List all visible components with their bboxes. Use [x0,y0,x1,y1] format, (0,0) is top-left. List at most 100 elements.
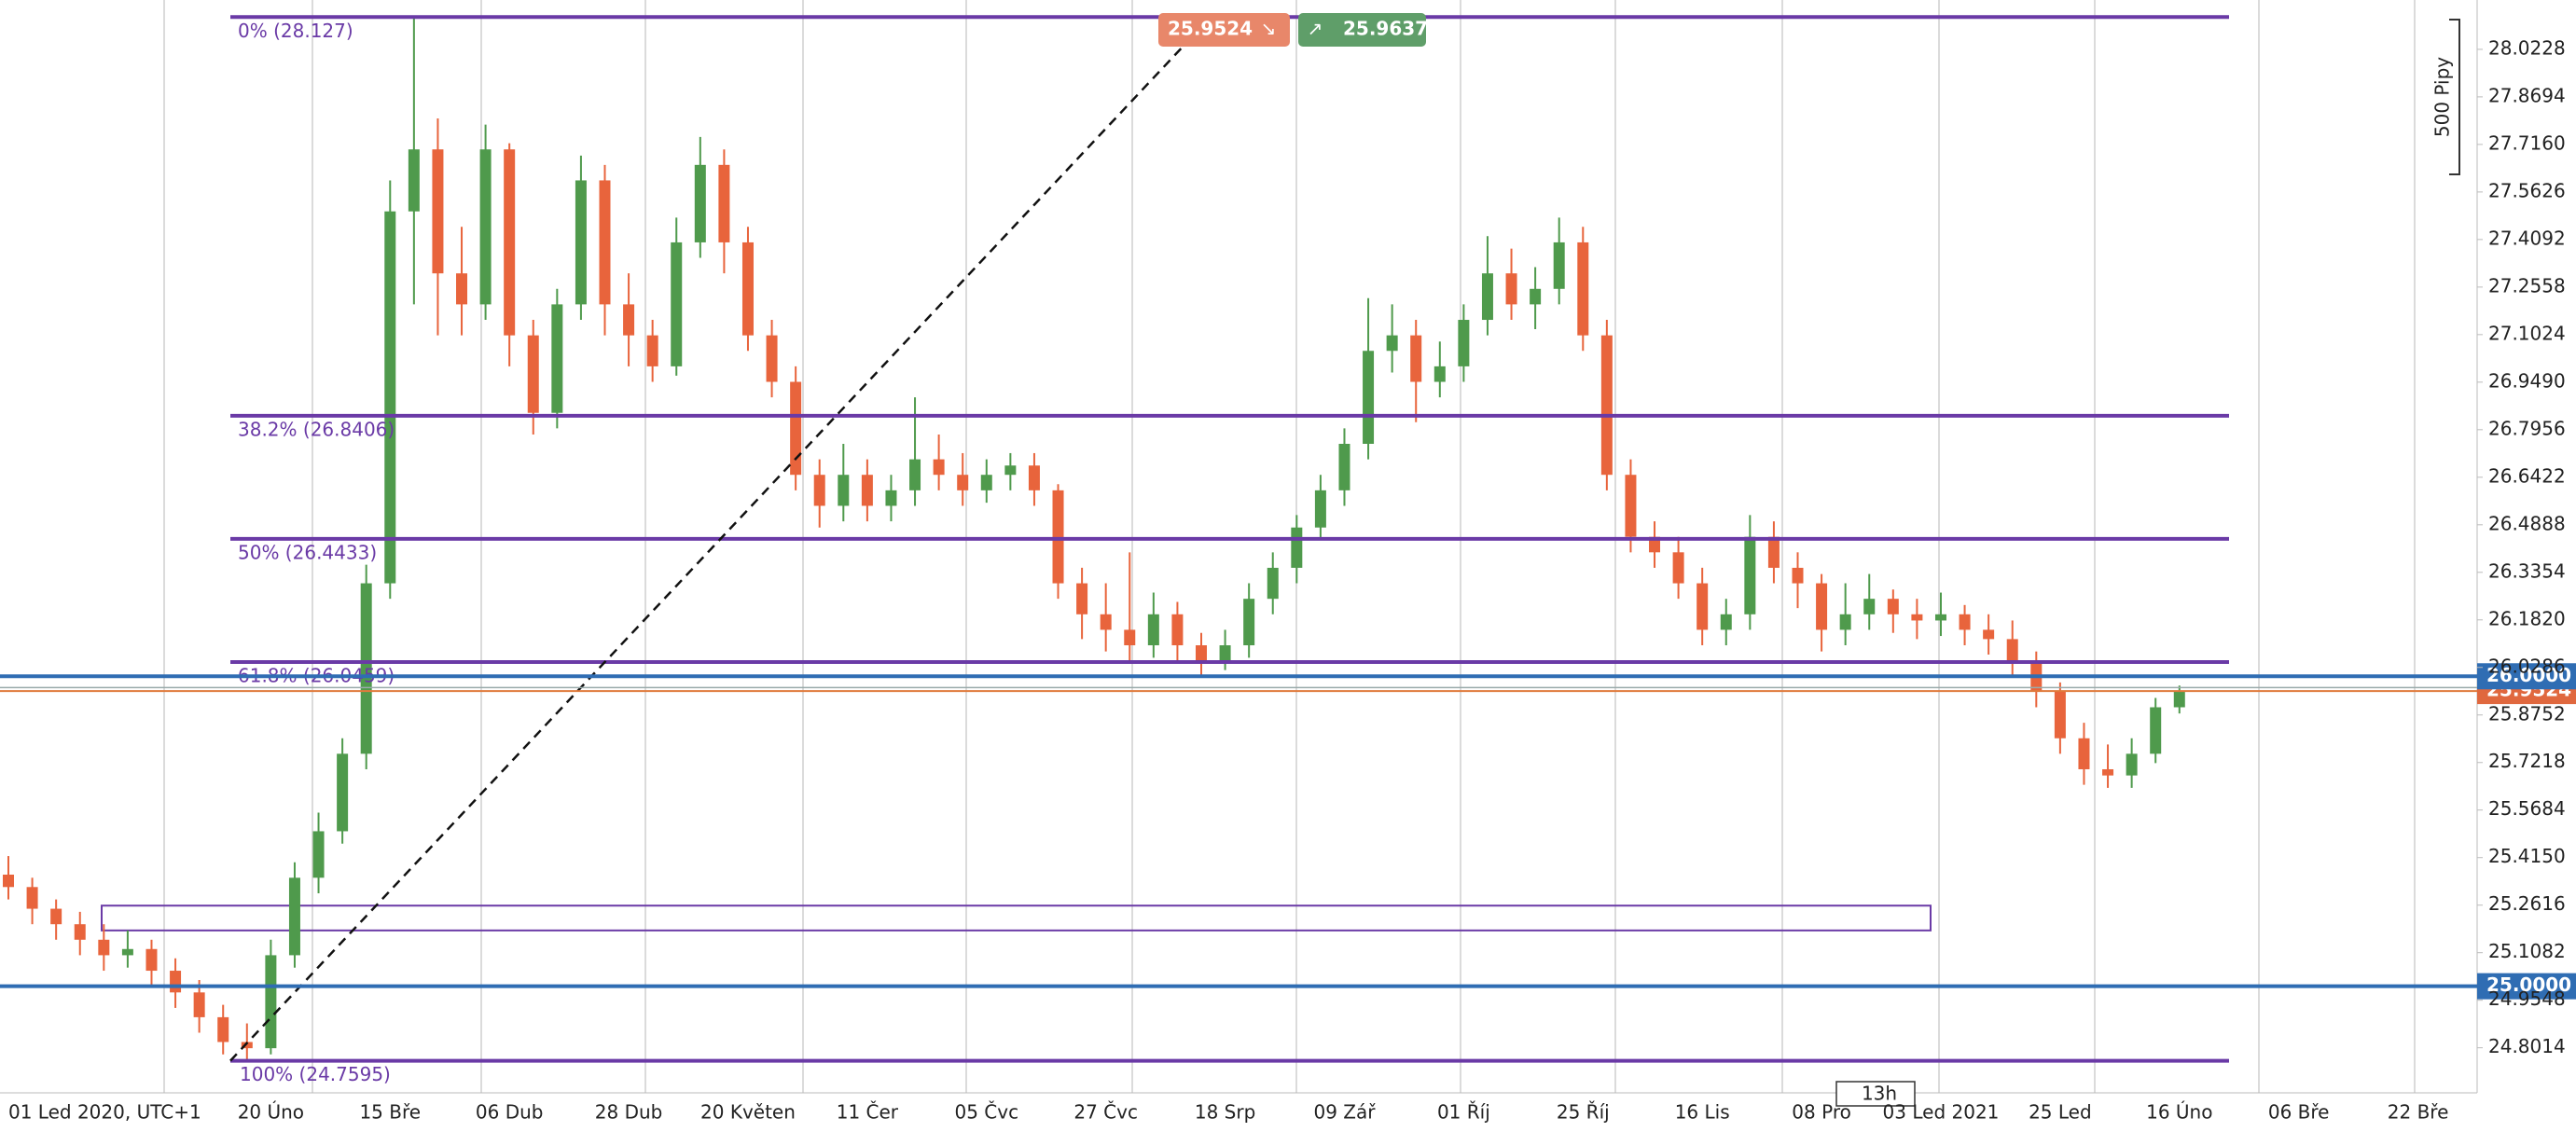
timeframe-box[interactable] [1835,1081,1916,1107]
candle-body [1600,335,1613,476]
candle-body [145,948,158,972]
candle-body [1697,583,1709,630]
y-tick-label: 25.4150 [2488,845,2566,867]
candle-body [1363,351,1375,444]
y-tick-label: 24.8014 [2488,1035,2566,1057]
candle-body [1433,366,1446,382]
y-tick-label: 27.7160 [2488,131,2566,154]
candle-body [1052,490,1064,584]
plot [3,17,2185,1061]
candle-body [1767,536,1780,568]
level-tag [2477,663,2576,690]
candle-body [957,475,969,490]
candle-body [1530,288,1542,305]
candle-body [360,583,372,754]
scale-bracket [2449,19,2460,175]
x-tick-label: 25 Led [2029,1101,2092,1124]
candle-body [1171,614,1184,646]
buy-price[interactable]: 25.9637 [1343,18,1428,40]
candle-body [1291,527,1303,568]
candle-body [121,948,133,956]
candle-body [1744,536,1756,614]
buy-arrow[interactable]: ↗ [1308,18,1323,40]
buy-button-bg[interactable] [1298,13,1426,47]
candle-body [575,180,587,305]
candle-body [623,304,635,336]
y-tick-label: 28.0228 [2488,36,2566,59]
candle-body [1720,614,1732,630]
sell-price[interactable]: 25.9524 [1168,18,1253,40]
candle-body [1267,567,1279,600]
candle-body [1672,552,1684,584]
candle-body [3,874,14,888]
x-tick-label: 01 Říj [1437,1101,1490,1124]
sell-arrow[interactable]: ↘ [1261,18,1277,40]
sell-button-bg[interactable] [1158,13,1290,47]
candle-body [1959,614,1971,630]
x-tick-label: 20 Květen [700,1101,796,1124]
fib-label: 50% (26.4433) [238,541,377,563]
candle-body [1004,465,1017,476]
candle-body [885,490,897,506]
candle-body [813,475,825,506]
timeframe[interactable]: 13h [1862,1083,1897,1105]
candle-body [1410,335,1422,382]
candle-body [2126,753,2138,776]
x-tick-label: 08 Pro [1792,1101,1851,1124]
candle-body [1481,273,1493,321]
x-tick-label: 03 Led 2021 [1883,1101,2000,1124]
candle-body [1386,335,1398,352]
level-tag [2477,973,2576,1000]
candle-body [599,180,611,305]
candle-body [504,149,516,336]
candle-body [1792,567,1804,584]
fib-label: 100% (24.7595) [240,1063,391,1085]
candle-body [170,971,182,993]
month-separators [163,0,2416,1093]
fib-label: 38.2% (26.8406) [238,418,395,440]
x-tick-label: 22 Bře [2388,1101,2449,1124]
x-tick-label: 01 Led 2020, UTC+1 [8,1101,201,1124]
candle-body [408,149,420,212]
buy-button[interactable]: ↗ 25.9637 [1298,13,1428,47]
candle-body [265,955,277,1049]
y-tick-label: 27.5626 [2488,179,2566,201]
y-tick-label: 27.8694 [2488,84,2566,106]
candle-body [74,924,86,940]
candle-body [2102,768,2114,776]
y-tick-label: 25.5684 [2488,797,2566,820]
candle-body [1839,614,1851,630]
zone [101,904,1932,932]
candle-body [1911,614,1923,621]
x-tick-label: 16 Lis [1675,1101,1730,1124]
candle-body [337,753,349,832]
candle-body [1458,320,1470,366]
candle-body [790,381,802,476]
x-tick-label: 20 Úno [238,1101,304,1124]
y-tick-label: 24.9548 [2488,987,2566,1010]
candle-body [2006,639,2018,661]
y-tick-label: 25.1082 [2488,940,2566,962]
candle-body [1219,645,1231,661]
y-tick-label: 26.6422 [2488,464,2566,487]
candle-body [384,211,396,584]
scale-note: 500 Pipy [2431,57,2454,137]
candle-body [909,459,921,490]
candle-body [456,273,468,305]
candle-body [718,164,730,242]
x-tick-label: 09 Zář [1313,1101,1376,1124]
y-tick-label: 25.2616 [2488,892,2566,915]
sell-button[interactable]: 25.9524 ↘ [1158,13,1290,47]
candle-body [838,475,850,506]
x-tick-label: 28 Dub [595,1101,663,1124]
candle-body [1505,273,1517,305]
candle-body [2078,738,2090,769]
candle-body [646,335,658,366]
candle-body [1028,465,1040,490]
x-tick-label: 16 Úno [2146,1101,2212,1124]
x-tick-label: 27 Čvc [1073,1101,1138,1124]
candle-body [980,475,992,490]
candle-body [766,335,778,382]
candle-body [432,149,444,274]
